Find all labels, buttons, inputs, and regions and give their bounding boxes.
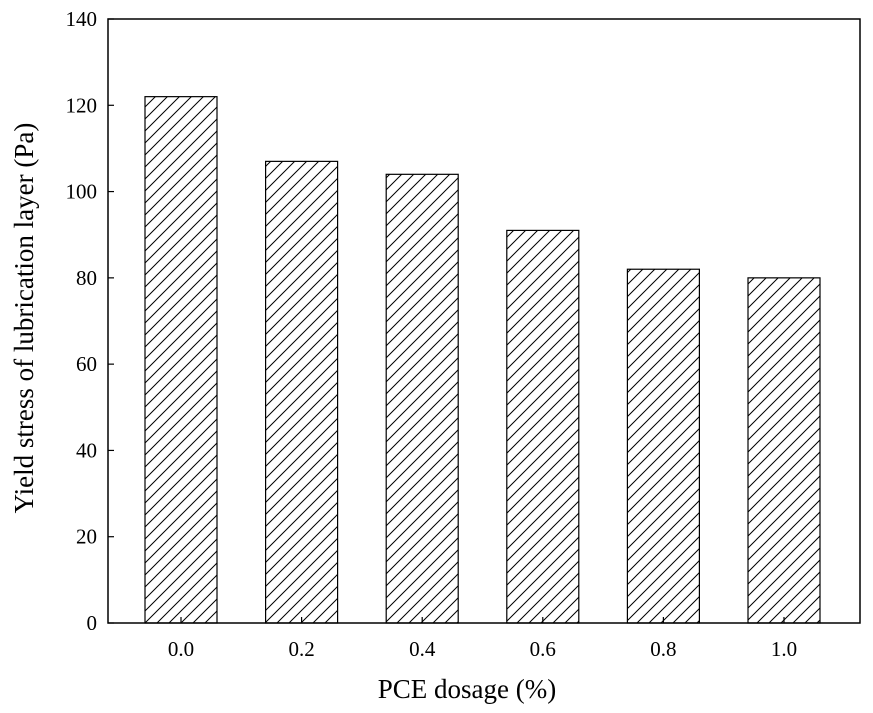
bars-group bbox=[144, 96, 821, 624]
bar-0.8 bbox=[626, 268, 701, 624]
y-tick-label: 100 bbox=[66, 180, 98, 204]
x-tick-label: 0.4 bbox=[409, 637, 436, 661]
x-axis-ticks: 0.0 0.2 0.4 0.6 0.8 1.0 bbox=[168, 617, 797, 661]
y-axis-title: Yield stress of lubrication layer (Pa) bbox=[9, 123, 39, 514]
bar-0.0 bbox=[144, 96, 218, 624]
x-tick-label: 0.0 bbox=[168, 637, 194, 661]
bar-0.6 bbox=[506, 229, 580, 624]
y-axis-ticks: 0 20 40 60 80 100 120 140 bbox=[66, 7, 114, 635]
x-tick-label: 0.8 bbox=[650, 637, 676, 661]
x-tick-label: 0.6 bbox=[530, 637, 556, 661]
x-tick-label: 0.2 bbox=[288, 637, 314, 661]
y-tick-label: 0 bbox=[87, 611, 98, 635]
x-tick-label: 1.0 bbox=[771, 637, 797, 661]
y-tick-label: 120 bbox=[66, 93, 98, 117]
y-tick-label: 40 bbox=[76, 438, 97, 462]
bar-0.4 bbox=[385, 173, 459, 624]
y-tick-label: 20 bbox=[76, 525, 97, 549]
y-tick-label: 80 bbox=[76, 266, 97, 290]
y-tick-label: 60 bbox=[76, 352, 97, 376]
x-axis-title: PCE dosage (%) bbox=[378, 674, 556, 704]
bar-0.2 bbox=[265, 160, 339, 624]
y-tick-label: 140 bbox=[66, 7, 98, 31]
plot-frame bbox=[107, 18, 861, 624]
bar-1.0 bbox=[747, 277, 821, 624]
